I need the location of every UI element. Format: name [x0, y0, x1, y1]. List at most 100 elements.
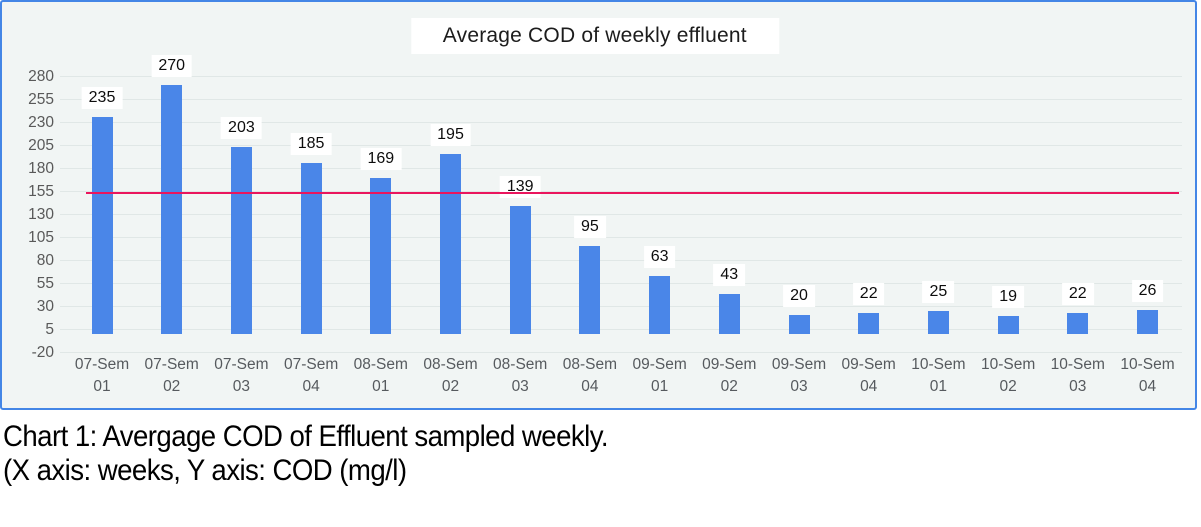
y-tick-label: 105 [28, 228, 54, 246]
x-tick-line: 01 [929, 378, 948, 395]
gridline [60, 306, 1182, 307]
gridline [60, 191, 1182, 192]
x-tick-line: 08-Sem [562, 356, 618, 373]
x-tick-line: 04 [860, 378, 878, 395]
gridline [60, 168, 1182, 169]
bar [509, 205, 531, 334]
bar [370, 178, 392, 334]
y-tick-label: 5 [45, 320, 54, 338]
gridline [60, 76, 1182, 77]
x-tick-label: 07-Sem 01 [60, 354, 144, 398]
bar-value-label: 195 [430, 124, 471, 147]
x-tick-label: 10-Sem 03 [1036, 354, 1120, 398]
caption-line-1: Chart 1: Avergage COD of Effluent sample… [3, 420, 609, 453]
x-tick-line: 02 [720, 378, 738, 395]
x-tick-label: 09-Sem 02 [687, 354, 771, 398]
y-tick-label: 130 [28, 205, 54, 223]
bar [91, 117, 113, 334]
x-tick-line: 03 [232, 378, 251, 395]
x-tick-line: 03 [511, 378, 529, 395]
x-tick-label: 10-Sem 04 [1106, 354, 1190, 398]
gridline [60, 329, 1182, 330]
x-tick-label: 10-Sem 01 [896, 354, 980, 398]
bar [718, 294, 740, 334]
x-tick-line: 07-Sem [214, 356, 269, 373]
x-tick-line: 02 [999, 378, 1017, 395]
x-tick-line: 09-Sem [632, 356, 687, 373]
x-tick-line: 03 [1069, 378, 1087, 395]
x-tick-line: 08-Sem [423, 356, 478, 373]
x-tick-line: 01 [650, 378, 669, 395]
caption: Chart 1: Avergage COD of Effluent sample… [3, 420, 609, 488]
y-tick-label: 230 [28, 113, 54, 131]
bar [300, 163, 322, 334]
x-tick-line: 07-Sem [283, 356, 339, 373]
bar-value-label: 169 [360, 148, 402, 171]
chart-title: Average COD of weekly effluent [410, 18, 779, 54]
x-tick-label: 08-Sem 01 [339, 354, 423, 398]
x-tick-line: 01 [372, 378, 390, 395]
bar [788, 315, 810, 334]
x-tick-line: 07-Sem [74, 356, 130, 373]
x-tick-line: 10-Sem [911, 356, 966, 373]
y-tick-label: 205 [28, 136, 54, 154]
x-tick-label: 10-Sem 02 [966, 354, 1050, 398]
x-tick-line: 09-Sem [841, 356, 896, 373]
y-tick-label: 30 [36, 297, 54, 315]
gridline [60, 260, 1182, 261]
gridline [60, 122, 1182, 123]
y-tick-label: 255 [28, 90, 54, 108]
x-tick-label: 08-Sem 04 [548, 354, 632, 398]
x-tick-line: 10-Sem [1120, 356, 1175, 373]
bar-value-label: 235 [81, 87, 123, 110]
x-tick-label: 08-Sem 02 [409, 354, 493, 398]
x-tick-line: 03 [790, 378, 808, 395]
x-tick-line: 07-Sem [144, 356, 199, 373]
x-tick-label: 07-Sem 02 [130, 354, 214, 398]
x-tick-line: 08-Sem [353, 356, 408, 373]
bar-value-label: 22 [852, 283, 885, 306]
bar-value-label: 25 [922, 280, 955, 303]
bar [1067, 313, 1089, 334]
bar-value-label: 139 [499, 175, 541, 198]
bar-value-label: 203 [221, 116, 262, 139]
bar [440, 154, 461, 334]
bar [161, 85, 183, 334]
gridline [60, 99, 1182, 100]
bar-value-label: 26 [1131, 279, 1164, 302]
y-tick-label: 180 [28, 159, 54, 177]
x-tick-line: 09-Sem [771, 356, 827, 373]
bar [927, 310, 949, 334]
bar-value-label: 270 [151, 55, 193, 78]
y-tick-label: 280 [28, 67, 54, 85]
gridline [60, 352, 1182, 353]
chart-area: Average COD of weekly effluent 280 255 230… [0, 0, 1197, 410]
bar [858, 313, 880, 334]
x-tick-line: 10-Sem [1050, 356, 1105, 373]
x-tick-line: 02 [441, 378, 460, 395]
y-tick-label: 55 [36, 274, 54, 292]
x-tick-line: 04 [1138, 378, 1157, 395]
x-tick-line: 04 [581, 378, 599, 395]
gridline [60, 283, 1182, 284]
x-tick-label: 09-Sem 04 [827, 354, 911, 398]
gridline [60, 237, 1182, 238]
x-tick-line: 10-Sem [980, 356, 1036, 373]
bar [997, 316, 1019, 334]
y-tick-label: 155 [28, 182, 54, 200]
x-tick-label: 08-Sem 03 [478, 354, 562, 398]
bar-value-label: 43 [713, 264, 746, 287]
caption-line-2: (X axis: weeks, Y axis: COD (mg/l) [3, 454, 407, 487]
x-tick-label: 07-Sem 03 [199, 354, 283, 398]
bar-value-label: 185 [290, 133, 332, 156]
reference-line [86, 191, 1179, 194]
x-tick-label: 09-Sem 03 [757, 354, 841, 398]
x-tick-line: 09-Sem [702, 356, 757, 373]
bar [649, 275, 671, 334]
gridline [60, 214, 1182, 215]
bar-value-label: 19 [992, 286, 1024, 309]
x-tick-line: 08-Sem [493, 356, 548, 373]
x-tick-line: 01 [93, 378, 111, 395]
y-tick-label: 80 [36, 251, 54, 269]
